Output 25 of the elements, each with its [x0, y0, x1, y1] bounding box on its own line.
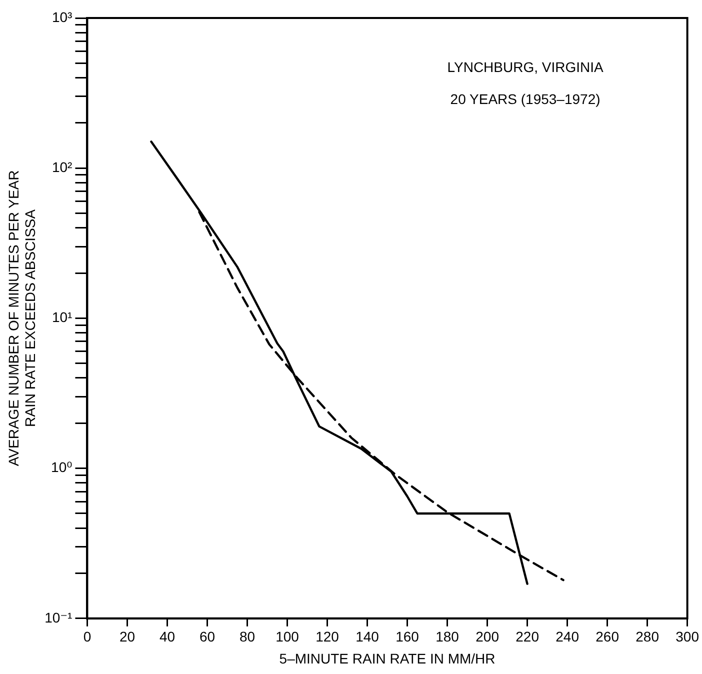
annotation: 20 YEARS (1953–1972) [450, 90, 600, 107]
x-tick-label: 40 [159, 628, 176, 645]
x-tick-label: 0 [83, 628, 92, 645]
x-tick-label: 160 [396, 628, 420, 645]
y-tick-label: 10¹ [52, 309, 73, 326]
x-tick-label: 120 [316, 628, 340, 645]
x-tick-label: 260 [596, 628, 620, 645]
x-axis-title: 5–MINUTE RAIN RATE IN MM/HR [279, 650, 496, 666]
x-tick-label: 100 [276, 628, 300, 645]
x-tick-label: 180 [436, 628, 460, 645]
x-tick-label: 20 [119, 628, 136, 645]
x-tick-label: 140 [356, 628, 380, 645]
x-tick-label: 240 [556, 628, 580, 645]
y-axis-title: AVERAGE NUMBER OF MINUTES PER YEAR RAIN RATE EXCEEDS ABSCISSA [5, 170, 38, 466]
x-tick-label: 220 [516, 628, 540, 645]
y-tick-label: 10² [52, 158, 73, 175]
x-tick-label: 280 [636, 628, 660, 645]
y-tick-label: 10³ [52, 8, 73, 25]
x-tick-label: 300 [676, 628, 700, 645]
y-tick-label: 10⁰ [51, 459, 73, 476]
annotation: LYNCHBURG, VIRGINIA [447, 58, 604, 75]
x-tick-label: 60 [199, 628, 216, 645]
x-tick-label: 200 [476, 628, 500, 645]
x-tick-label: 80 [239, 628, 256, 645]
y-tick-label: 10⁻¹ [44, 609, 73, 626]
